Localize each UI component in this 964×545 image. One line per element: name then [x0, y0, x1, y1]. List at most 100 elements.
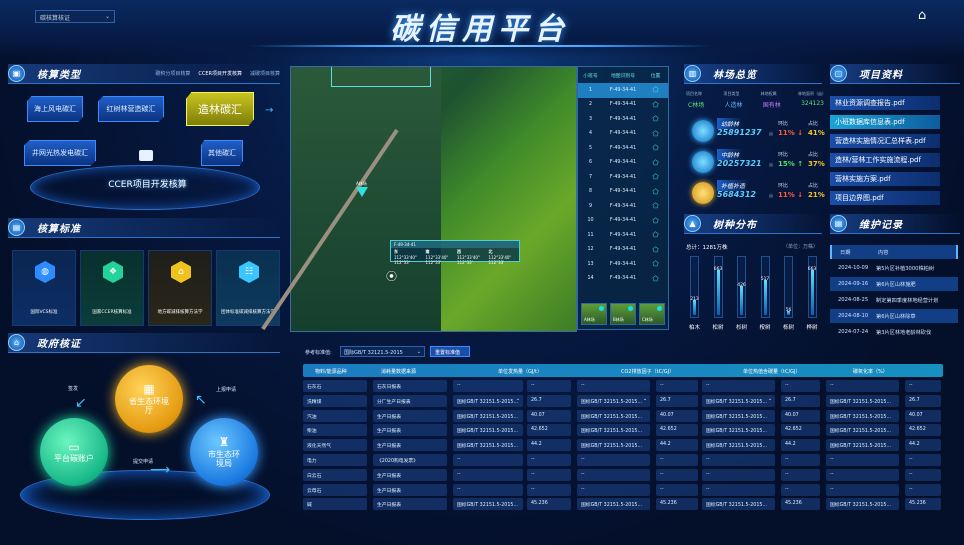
plot-list-row[interactable]: 7 F-49-34-41 ⬠ — [578, 170, 668, 185]
location-polygon-icon[interactable]: ⬠ — [652, 231, 659, 240]
location-polygon-icon[interactable]: ⬠ — [652, 274, 659, 283]
standard-select-cell[interactable]: -- — [453, 380, 523, 392]
value-cell[interactable]: 44.2 — [656, 439, 698, 452]
location-polygon-icon[interactable]: ⬠ — [652, 245, 659, 254]
home-icon[interactable]: ⌂ — [918, 8, 927, 23]
location-polygon-icon[interactable]: ⬠ — [652, 129, 659, 138]
plot-list-row[interactable]: 8 F-49-34-41 ⬠ — [578, 185, 668, 200]
plot-list-row[interactable]: 1 F-49-34-41 ⬠ — [578, 83, 668, 98]
location-pin-icon[interactable]: ⦿ — [386, 270, 397, 283]
plot-list-row[interactable]: 9 F-49-34-41 ⬠ — [578, 199, 668, 214]
value-cell[interactable]: 26.7 — [781, 394, 820, 407]
node-city[interactable]: ♜ 市生态环境局 — [190, 418, 258, 486]
value-cell[interactable]: -- — [781, 468, 820, 481]
value-cell[interactable]: 26.7 — [527, 394, 571, 407]
value-cell[interactable]: -- — [905, 483, 941, 496]
value-cell[interactable]: 42.652 — [527, 424, 571, 437]
doc-link[interactable]: 营造林实施情况汇总样表.pdf — [830, 134, 940, 148]
value-cell[interactable]: -- — [905, 468, 941, 481]
location-polygon-icon[interactable]: ⬠ — [652, 158, 659, 167]
map-marker-icon[interactable] — [356, 187, 368, 197]
standard-select-cell[interactable]: 国标GB/T 32151.5-2015... — [453, 439, 523, 452]
plot-list-row[interactable]: 5 F-49-34-41 ⬠ — [578, 141, 668, 156]
standard-select-cell[interactable]: 国标GB/T 32151.5-2015... — [702, 498, 775, 511]
value-cell[interactable]: 40.07 — [656, 409, 698, 422]
value-cell[interactable]: -- — [656, 468, 698, 481]
value-cell[interactable]: -- — [527, 454, 571, 466]
standard-select-cell[interactable]: -- — [826, 468, 899, 481]
standard-select-cell[interactable]: 国标GB/T 32151.5-2015... — [702, 409, 775, 422]
value-cell[interactable]: 45.236 — [781, 498, 820, 511]
location-polygon-icon[interactable]: ⬠ — [652, 173, 659, 182]
plot-list-row[interactable]: 10 F-49-34-41 ⬠ — [578, 214, 668, 229]
thumbnail-c[interactable]: C林场 — [639, 303, 665, 325]
standard-select-cell[interactable]: 国标GB/T 32151.5-2015... — [577, 439, 650, 452]
value-cell[interactable]: -- — [781, 380, 820, 392]
location-polygon-icon[interactable]: ⬠ — [652, 144, 659, 153]
standard-select-cell[interactable]: 国标GB/T 32151.5-2015... ⌄ — [577, 394, 650, 407]
plot-list-row[interactable]: 11 F-49-34-41 ⬠ — [578, 228, 668, 243]
standard-select-cell[interactable]: -- — [826, 380, 899, 392]
standard-select-cell[interactable]: 国标GB/T 32151.5-2015... — [577, 424, 650, 437]
value-cell[interactable]: -- — [527, 483, 571, 496]
tab-reduction[interactable]: 减碳项目核算 — [249, 71, 280, 77]
value-cell[interactable]: 40.07 — [905, 409, 941, 422]
thumbnail-a[interactable]: A林场 — [581, 303, 607, 325]
standard-select-cell[interactable]: 国标GB/T 32151.5-2015... — [826, 409, 899, 422]
thumbnail-b[interactable]: B林场 — [610, 303, 636, 325]
standard-select-cell[interactable]: -- — [453, 454, 523, 466]
module-select[interactable]: 碳核算核证 ⌄ — [35, 10, 115, 23]
standard-card-group[interactable]: ☷ 团体标准碳减排核算方法学 — [216, 250, 280, 326]
standard-select-cell[interactable]: -- — [577, 380, 650, 392]
value-cell[interactable]: -- — [527, 468, 571, 481]
standard-select-cell[interactable]: -- — [577, 454, 650, 466]
value-cell[interactable]: 45.236 — [527, 498, 571, 511]
plot-list-row[interactable]: 14 F-49-34-41 ⬠ — [578, 272, 668, 287]
standard-select-cell[interactable]: 国标GB/T 32151.5-2015... — [453, 409, 523, 422]
value-cell[interactable]: 44.2 — [781, 439, 820, 452]
value-cell[interactable]: 40.07 — [527, 409, 571, 422]
standard-card-ccer[interactable]: ❖ 国家CCER核算标准 — [80, 250, 144, 326]
value-cell[interactable]: -- — [656, 483, 698, 496]
standard-select-cell[interactable]: -- — [453, 468, 523, 481]
standard-card-vcs[interactable]: ◍ 国际VCS标准 — [12, 250, 76, 326]
type-solar-thermal[interactable]: 井网光热发电碳汇 — [24, 140, 96, 166]
location-polygon-icon[interactable]: ⬠ — [652, 260, 659, 269]
standard-select-cell[interactable]: -- — [577, 483, 650, 496]
standard-card-local[interactable]: ⌂ 地方碳减排核算方法学 — [148, 250, 212, 326]
doc-link[interactable]: 营林实施方案.pdf — [830, 172, 940, 186]
standard-select-cell[interactable]: -- — [702, 380, 775, 392]
standard-select-cell[interactable]: -- — [453, 483, 523, 496]
standard-select-cell[interactable]: -- — [702, 454, 775, 466]
plot-list-row[interactable]: 3 F-49-34-41 ⬠ — [578, 112, 668, 127]
plot-list-row[interactable]: 13 F-49-34-41 ⬠ — [578, 257, 668, 272]
value-cell[interactable]: 26.7 — [656, 394, 698, 407]
value-cell[interactable]: 42.652 — [656, 424, 698, 437]
standard-select-cell[interactable]: 国标GB/T 32151.5-2015... — [453, 498, 523, 511]
satellite-map[interactable] — [290, 66, 577, 332]
value-cell[interactable]: -- — [905, 380, 941, 392]
value-cell[interactable]: 42.652 — [905, 424, 941, 437]
plot-list-row[interactable]: 4 F-49-34-41 ⬠ — [578, 127, 668, 142]
location-polygon-icon[interactable]: ⬠ — [652, 115, 659, 124]
node-platform-account[interactable]: ▭ 平台碳账户 — [40, 418, 108, 486]
standard-select-cell[interactable]: -- — [702, 483, 775, 496]
standard-select-cell[interactable]: 国标GB/T 32151.5-2015... — [453, 424, 523, 437]
location-polygon-icon[interactable]: ⬠ — [652, 100, 659, 109]
standard-select-cell[interactable]: 国标GB/T 32151.5-2015... — [826, 498, 899, 511]
doc-link[interactable]: 小班数据库信息表.pdf — [830, 115, 940, 129]
standard-select-cell[interactable]: 国标GB/T 32151.5-2015... ⌄ — [453, 394, 523, 407]
type-afforestation[interactable]: 造林碳汇 — [186, 92, 254, 126]
value-cell[interactable]: -- — [656, 380, 698, 392]
standard-select-cell[interactable]: 国标GB/T 32151.5-2015... — [702, 439, 775, 452]
value-cell[interactable]: -- — [656, 454, 698, 466]
location-polygon-icon[interactable]: ⬠ — [652, 202, 659, 211]
location-polygon-icon[interactable]: ⬠ — [652, 86, 659, 95]
value-cell[interactable]: -- — [781, 454, 820, 466]
standard-select-cell[interactable]: -- — [577, 468, 650, 481]
value-cell[interactable]: 44.2 — [905, 439, 941, 452]
value-cell[interactable]: -- — [905, 454, 941, 466]
standard-select[interactable]: 国际GB/T 32121.5-2015 ⌄ — [340, 346, 425, 357]
standard-select-cell[interactable]: 国标GB/T 32151.5-2015... — [826, 439, 899, 452]
plot-list-row[interactable]: 12 F-49-34-41 ⬠ — [578, 243, 668, 258]
